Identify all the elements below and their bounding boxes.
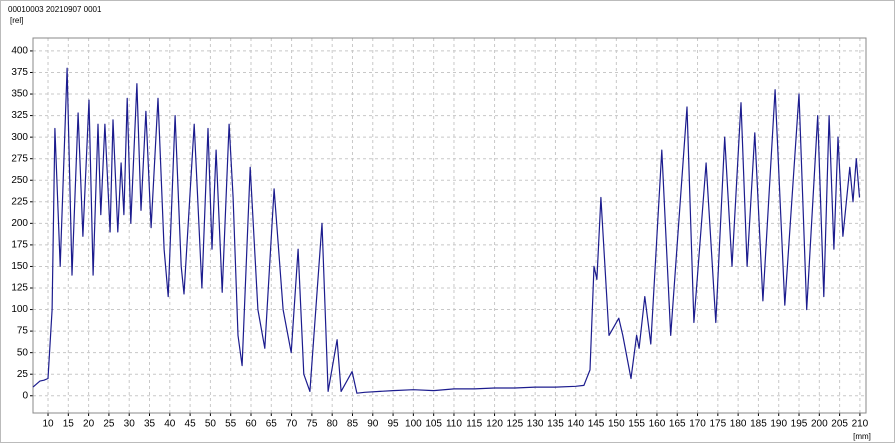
x-tick-label: 125 — [507, 419, 524, 430]
x-tick-label: 80 — [327, 419, 339, 430]
x-tick-label: 105 — [425, 419, 442, 430]
x-tick-label: 75 — [306, 419, 318, 430]
x-tick-label: 165 — [669, 419, 686, 430]
x-tick-label: 135 — [547, 419, 564, 430]
x-tick-label: 35 — [144, 419, 156, 430]
y-tick-label: 175 — [11, 240, 28, 251]
y-tick-label: 200 — [11, 218, 28, 229]
x-tick-label: 115 — [466, 419, 482, 430]
x-tick-label: 70 — [286, 419, 298, 430]
x-tick-label: 65 — [266, 419, 278, 430]
x-tick-label: 195 — [791, 419, 808, 430]
x-tick-label: 10 — [42, 419, 54, 430]
x-tick-label: 205 — [831, 419, 848, 430]
x-tick-label: 30 — [124, 419, 136, 430]
x-tick-label: 150 — [608, 419, 625, 430]
plot-frame — [32, 37, 867, 414]
y-tick-label: 150 — [11, 261, 28, 272]
x-tick-label: 90 — [367, 419, 379, 430]
x-tick-label: 190 — [770, 419, 787, 430]
x-tick-label: 45 — [185, 419, 197, 430]
x-tick-label: 145 — [588, 419, 605, 430]
y-tick-label: 25 — [17, 369, 29, 380]
y-tick-label: 75 — [17, 326, 29, 337]
x-tick-label: 140 — [567, 419, 584, 430]
x-tick-label: 170 — [689, 419, 706, 430]
y-tick-label: 100 — [11, 304, 28, 315]
x-tick-label: 160 — [649, 419, 666, 430]
y-tick-label: 350 — [11, 89, 28, 100]
y-tick-label: 300 — [11, 132, 28, 143]
y-tick-label: 0 — [22, 390, 28, 401]
y-axis-label: [rel] — [10, 16, 23, 25]
x-tick-label: 40 — [164, 419, 176, 430]
y-tick-label: 50 — [17, 347, 29, 358]
x-tick-label: 130 — [527, 419, 544, 430]
x-tick-label: 55 — [225, 419, 237, 430]
y-tick-label: 325 — [11, 110, 28, 121]
x-tick-label: 180 — [730, 419, 747, 430]
x-tick-label: 15 — [63, 419, 75, 430]
y-tick-label: 400 — [11, 46, 28, 57]
x-tick-label: 185 — [750, 419, 767, 430]
x-tick-label: 200 — [811, 419, 828, 430]
x-tick-label: 60 — [245, 419, 257, 430]
profile-line — [32, 67, 861, 394]
x-tick-label: 175 — [709, 419, 726, 430]
x-tick-label: 20 — [83, 419, 95, 430]
header: 00010003 20210907 0001 — [8, 5, 102, 14]
y-tick-label: 375 — [11, 67, 28, 78]
x-tick-label: 100 — [405, 419, 422, 430]
x-tick-label: 210 — [852, 419, 869, 430]
x-tick-label: 155 — [628, 419, 645, 430]
x-tick-label: 85 — [347, 419, 359, 430]
x-tick-label: 50 — [205, 419, 217, 430]
y-tick-label: 225 — [11, 196, 28, 207]
x-tick-label: 95 — [388, 419, 400, 430]
x-tick-label: 110 — [446, 419, 462, 430]
y-tick-label: 250 — [11, 175, 28, 186]
y-tick-label: 125 — [11, 283, 28, 294]
x-axis-label: [mm] — [853, 432, 871, 441]
x-tick-label: 120 — [486, 419, 503, 430]
y-tick-label: 275 — [11, 153, 28, 164]
x-tick-label: 25 — [103, 419, 115, 430]
